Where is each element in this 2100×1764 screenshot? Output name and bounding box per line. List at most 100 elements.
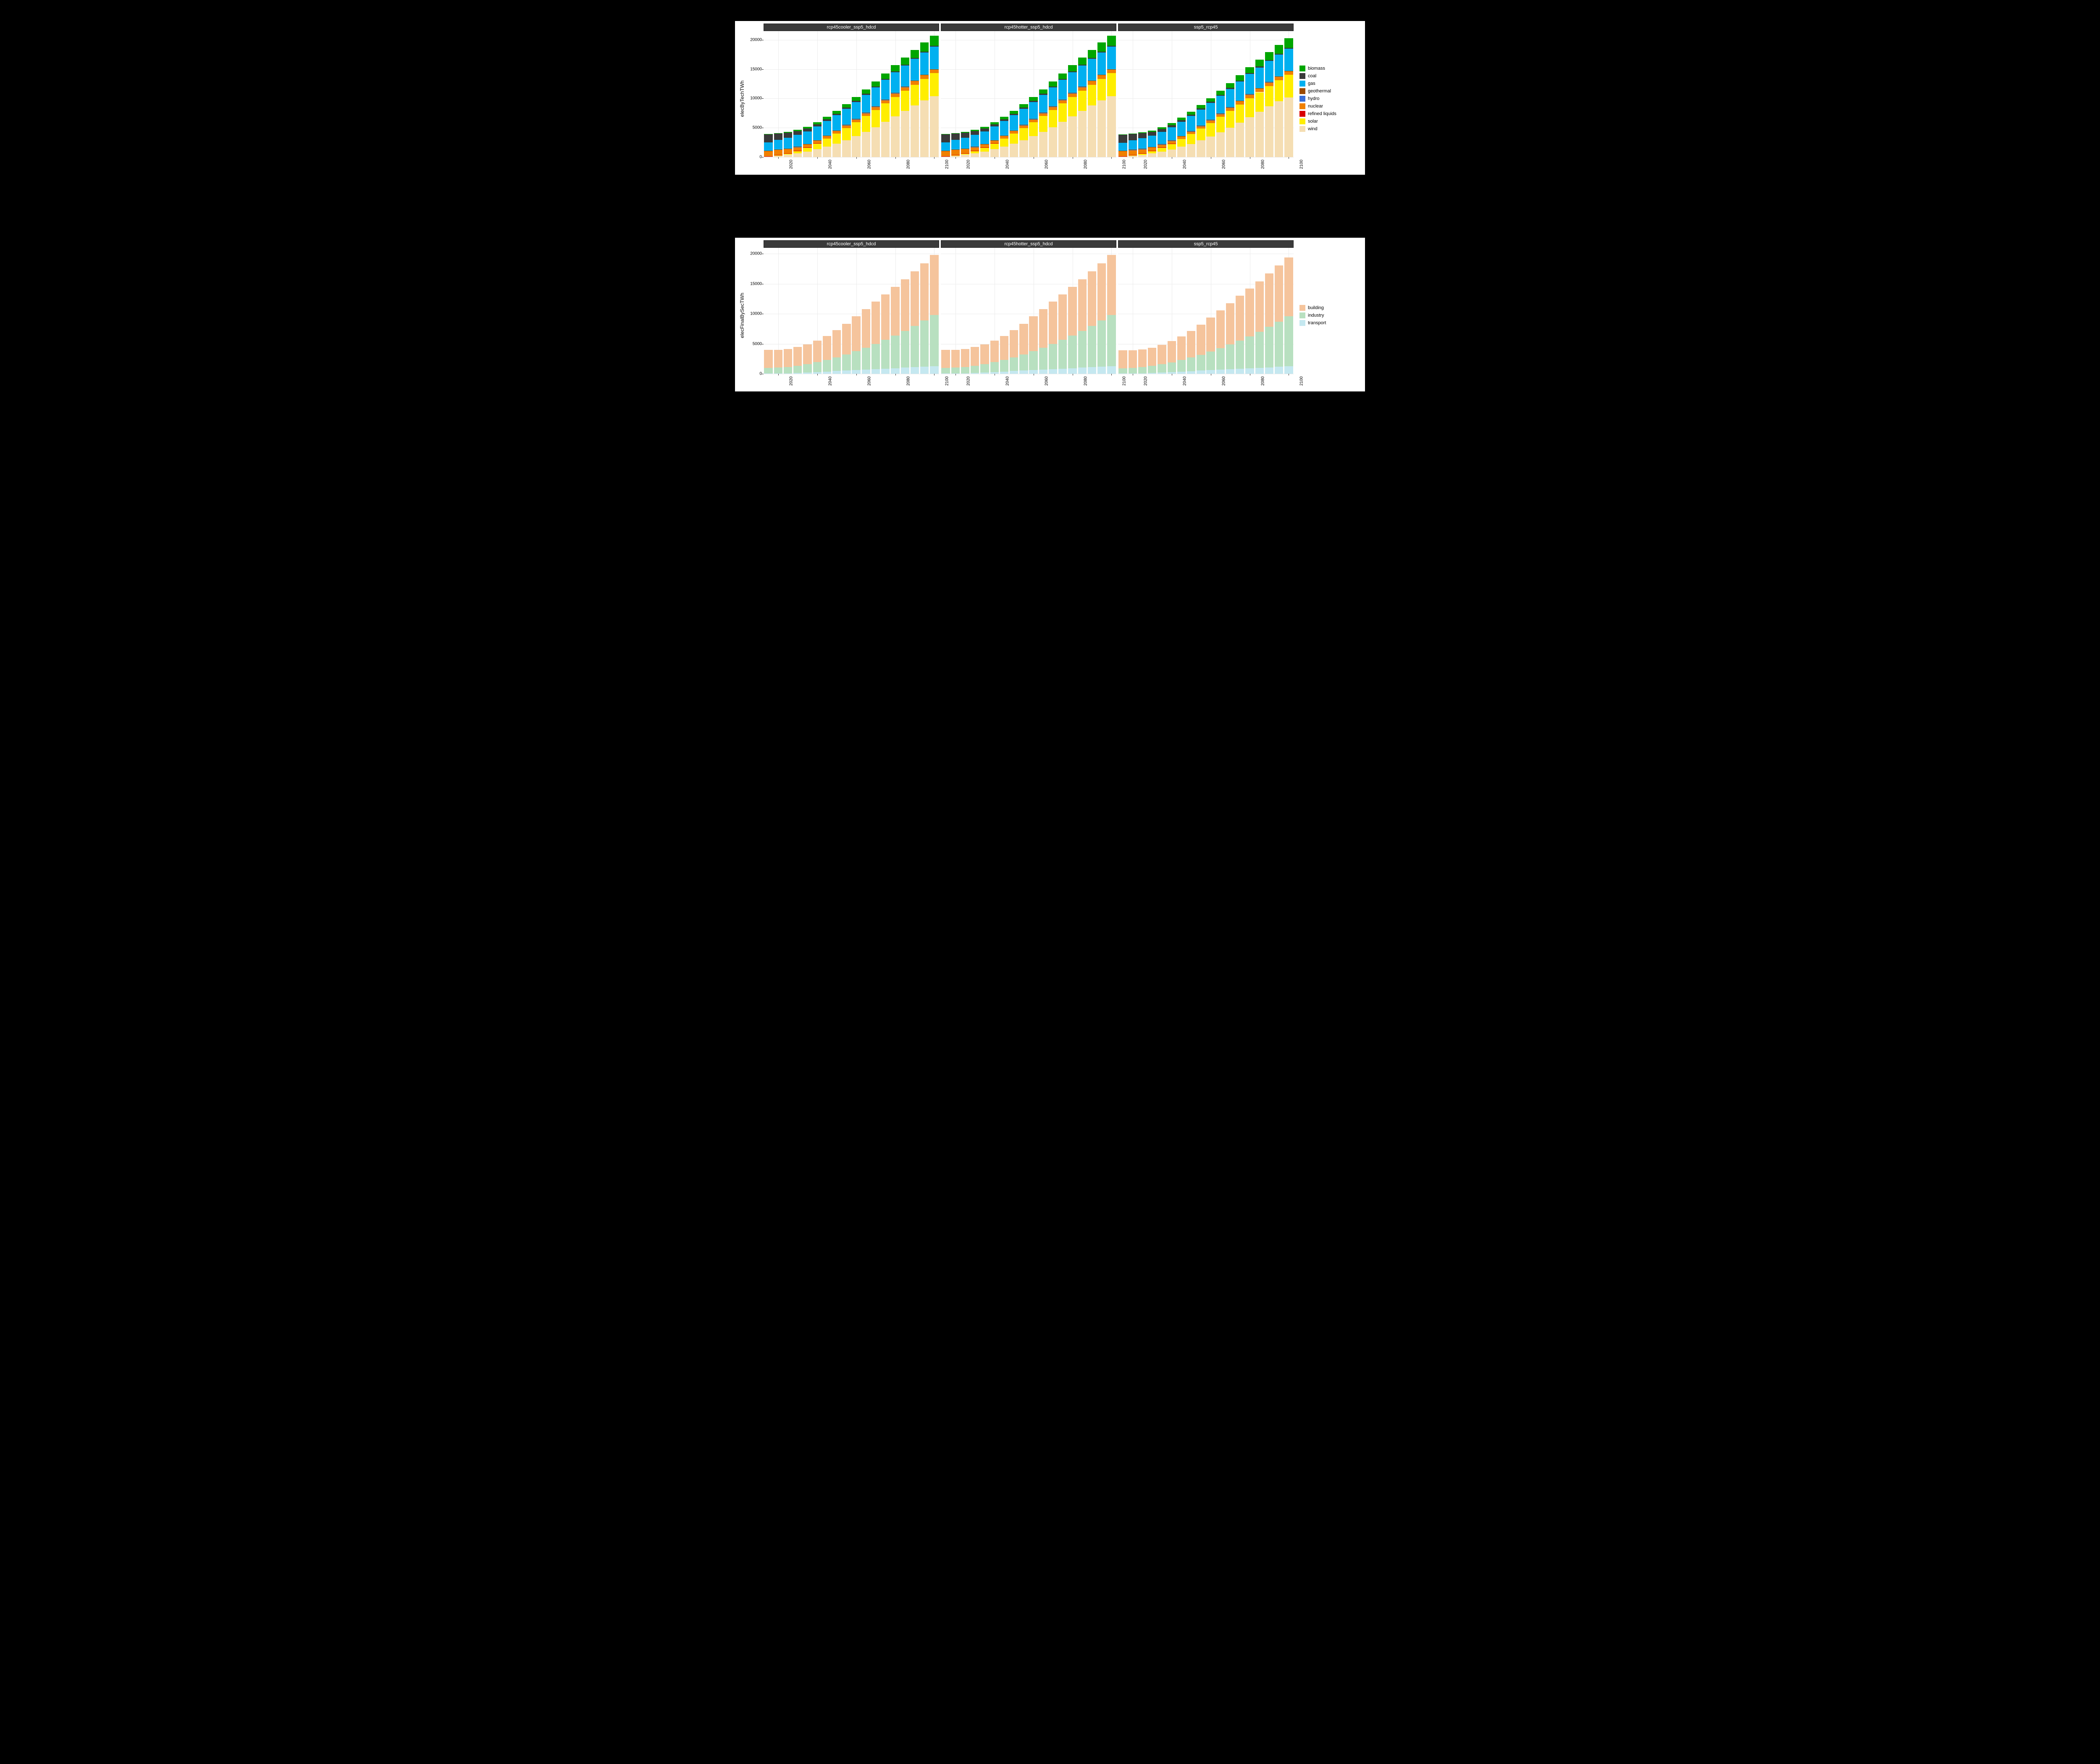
bar-segment-gas (911, 59, 919, 81)
legend-swatch (1299, 73, 1305, 79)
bar-segment-industry (1197, 355, 1205, 371)
bar-segment-biomass (1168, 123, 1176, 125)
bar-segment-biomass (1088, 50, 1096, 58)
x-tick-label: 2040 (828, 376, 832, 386)
bar-segment-wind (842, 140, 850, 157)
bar-segment-hydro (1255, 88, 1264, 89)
bar-segment-transport (1255, 368, 1264, 374)
chart-elec-final-by-sec: elecFinalBySecTWh05000100001500020000rcp… (735, 238, 1365, 391)
bar-segment-wind (911, 105, 919, 157)
bar-segment-gas (891, 72, 899, 93)
bar-segment-gas (1068, 72, 1076, 93)
bar-segment-building (961, 349, 969, 367)
bar-segment-coal (764, 134, 772, 143)
bar-segment-transport (1206, 370, 1215, 374)
bar-segment-gas (872, 87, 880, 106)
bar-segment-solar (1058, 103, 1067, 122)
bar-segment-wind (1236, 123, 1244, 157)
bar-segment-nuclear (881, 100, 890, 104)
bar-segment-building (1275, 265, 1283, 321)
bar-segment-building (784, 349, 792, 367)
bar-segment-solar (1039, 116, 1047, 132)
bar-segment-solar (980, 147, 989, 152)
bar-segment-wind (813, 149, 822, 157)
legend-item: building (1299, 305, 1362, 311)
bar-segment-building (1118, 350, 1127, 368)
bar-segment-coal (980, 129, 989, 131)
x-tick-label: 2060 (1221, 160, 1226, 169)
bar-segment-biomass (1078, 58, 1087, 65)
bar-segment-gas (1245, 74, 1254, 94)
bar-segment-gas (1000, 121, 1008, 135)
bar-segment-wind (971, 153, 979, 157)
bar-segment-industry (1158, 364, 1166, 373)
bar-segment-nuclear (1078, 87, 1087, 91)
bar-segment-solar (774, 155, 782, 156)
bar-segment-building (1129, 350, 1137, 368)
legend-swatch (1299, 305, 1305, 311)
bar-segment-hydro (852, 119, 860, 120)
bar-segment-biomass (1158, 127, 1166, 129)
bar-segment-building (1097, 263, 1106, 320)
bar-segment-industry (1010, 357, 1018, 371)
bar-segment-transport (1216, 370, 1225, 374)
bar-segment-coal (1118, 135, 1127, 143)
bar-segment-hydro (1068, 93, 1076, 94)
legend-item: hydro (1299, 96, 1362, 102)
bar-segment-building (852, 316, 860, 351)
bar-segment-coal (1284, 48, 1293, 49)
bar-segment-solar (971, 151, 979, 153)
bar-segment-gas (1049, 87, 1057, 106)
bar-segment-nuclear (1068, 94, 1076, 97)
bar-segment-building (1039, 309, 1047, 348)
bar-segment-biomass (1010, 111, 1018, 114)
bar-segment-biomass (872, 81, 880, 87)
bar-segment-nuclear (920, 75, 929, 79)
bar-segment-wind (1029, 136, 1037, 157)
bar-segment-transport (930, 366, 938, 374)
bar-segment-nuclear (1187, 132, 1195, 134)
bar-segment-wind (1010, 144, 1018, 157)
bar-segment-biomass (1177, 118, 1186, 120)
bar-segment-nuclear (862, 113, 870, 116)
bar-segment-solar (1088, 85, 1096, 105)
bar-segment-building (891, 287, 899, 336)
bar-segment-biomass (881, 74, 890, 79)
legend-label: wind (1308, 126, 1318, 131)
bar-segment-coal (941, 134, 950, 143)
legend-item: wind (1299, 126, 1362, 132)
legend-label: transport (1308, 320, 1326, 326)
bar-segment-hydro (1275, 76, 1283, 77)
x-tick-label: 2060 (1044, 160, 1049, 169)
bar-segment-gas (1158, 132, 1166, 144)
bar-segment-industry (1206, 352, 1215, 370)
bar-segment-transport (862, 370, 870, 374)
bar-segment-nuclear (1226, 108, 1234, 111)
bar-segment-gas (793, 135, 802, 147)
bar-segment-solar (1187, 134, 1195, 144)
bar-segment-hydro (842, 125, 850, 126)
bar-segment-coal (901, 65, 909, 66)
bar-segment-industry (1097, 320, 1106, 367)
bar-segment-building (1187, 331, 1195, 357)
bar-segment-transport (1078, 368, 1087, 374)
facet-panel: rcp45hotter_ssp5_hdcd2020204020602080210… (941, 24, 1116, 174)
bar-segment-nuclear (1058, 100, 1067, 104)
bar-segment-building (1168, 341, 1176, 362)
bar-segment-industry (1039, 348, 1047, 370)
facet-strip-label: rcp45hotter_ssp5_hdcd (941, 24, 1116, 31)
bar-segment-gas (803, 131, 811, 144)
x-tick-label: 2060 (1044, 376, 1049, 386)
bar-segment-gas (990, 126, 999, 140)
x-tick-label: 2060 (1221, 376, 1226, 386)
bar-segment-solar (1078, 91, 1087, 110)
bar-segment-gas (1010, 115, 1018, 130)
bar-segment-biomass (1265, 52, 1273, 60)
bar-segment-building (1019, 324, 1028, 354)
facet-strip-label: rcp45cooler_ssp5_hdcd (764, 24, 939, 31)
bar-segment-solar (881, 103, 890, 122)
bar-segment-gas (881, 80, 890, 100)
x-tick-label: 2080 (906, 376, 911, 386)
bar-segment-industry (961, 367, 969, 373)
bar-segment-gas (1168, 127, 1176, 140)
